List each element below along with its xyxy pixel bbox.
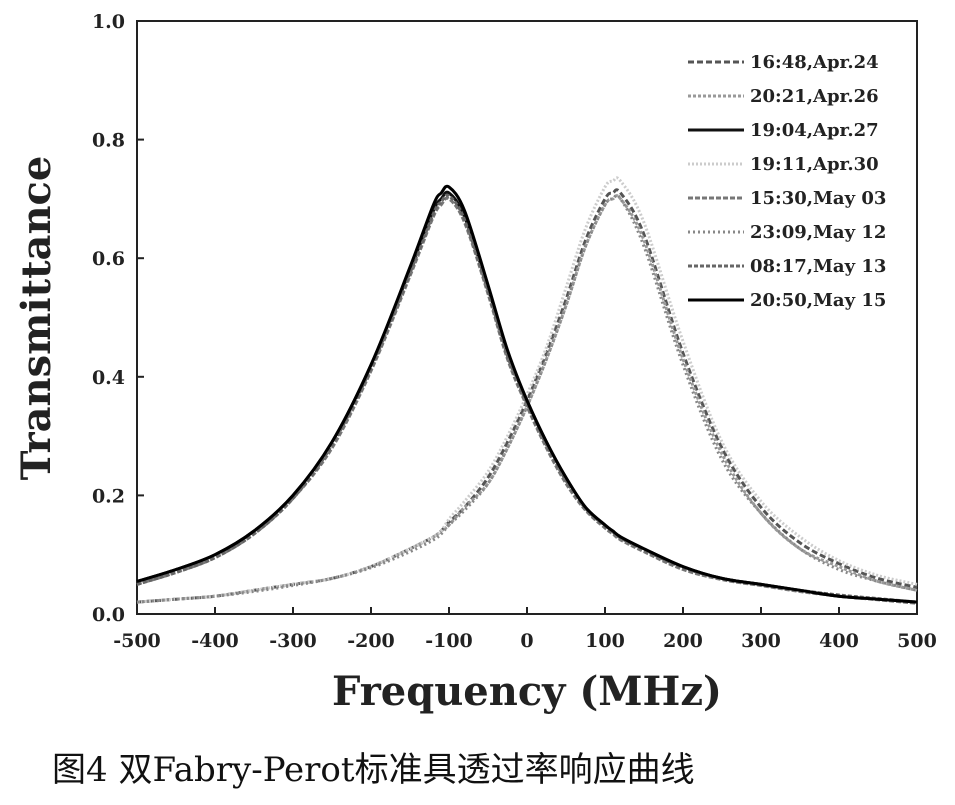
x-tick-label: -400 [191,630,239,652]
x-axis-title: Frequency (MHz) [332,668,722,715]
legend-label: 08:17,May 13 [750,256,886,277]
legend: 16:48,Apr.24 20:21,Apr.26 19:04,Apr.27 19:1… [688,52,886,311]
y-axis-ticks: 0.0 0.2 0.4 0.6 0.8 1.0 [92,11,144,626]
x-tick-label: -300 [269,630,317,652]
legend-label: 15:30,May 03 [750,188,886,209]
figure-caption: 图4 双Fabry-Perot标准具透过率响应曲线 [52,750,695,790]
legend-label: 20:50,May 15 [750,290,886,311]
x-tick-label: 0 [520,630,533,652]
x-tick-label: 100 [585,630,625,652]
y-tick-label: 0.2 [92,485,125,507]
y-tick-label: 0.8 [92,130,125,152]
x-tick-label: 300 [741,630,781,652]
legend-label: 19:11,Apr.30 [750,154,879,175]
series-line [136,176,918,604]
x-axis-ticks: -500 -400 -300 -200 -100 0 100 200 300 400 500 [113,607,937,652]
x-tick-label: 400 [819,630,859,652]
x-tick-label: 500 [897,630,937,652]
series-layer [136,176,918,605]
transmittance-chart: -500 -400 -300 -200 -100 0 100 200 300 400 500 0.0… [13,11,937,715]
x-tick-label: -200 [347,630,395,652]
y-axis-title: Transmittance [13,156,60,481]
y-tick-label: 0.4 [92,367,125,389]
series-line [136,193,918,604]
y-tick-label: 0.0 [92,604,125,626]
series-line [136,184,918,604]
legend-label: 16:48,Apr.24 [750,52,879,73]
x-tick-label: -100 [425,630,473,652]
y-tick-label: 0.6 [92,248,125,270]
legend-label: 20:21,Apr.26 [750,86,879,107]
x-tick-label: -500 [113,630,161,652]
x-tick-label: 200 [663,630,703,652]
y-tick-label: 1.0 [92,11,125,33]
legend-label: 23:09,May 12 [750,222,886,243]
plot-frame [136,20,918,615]
legend-label: 19:04,Apr.27 [750,120,879,141]
